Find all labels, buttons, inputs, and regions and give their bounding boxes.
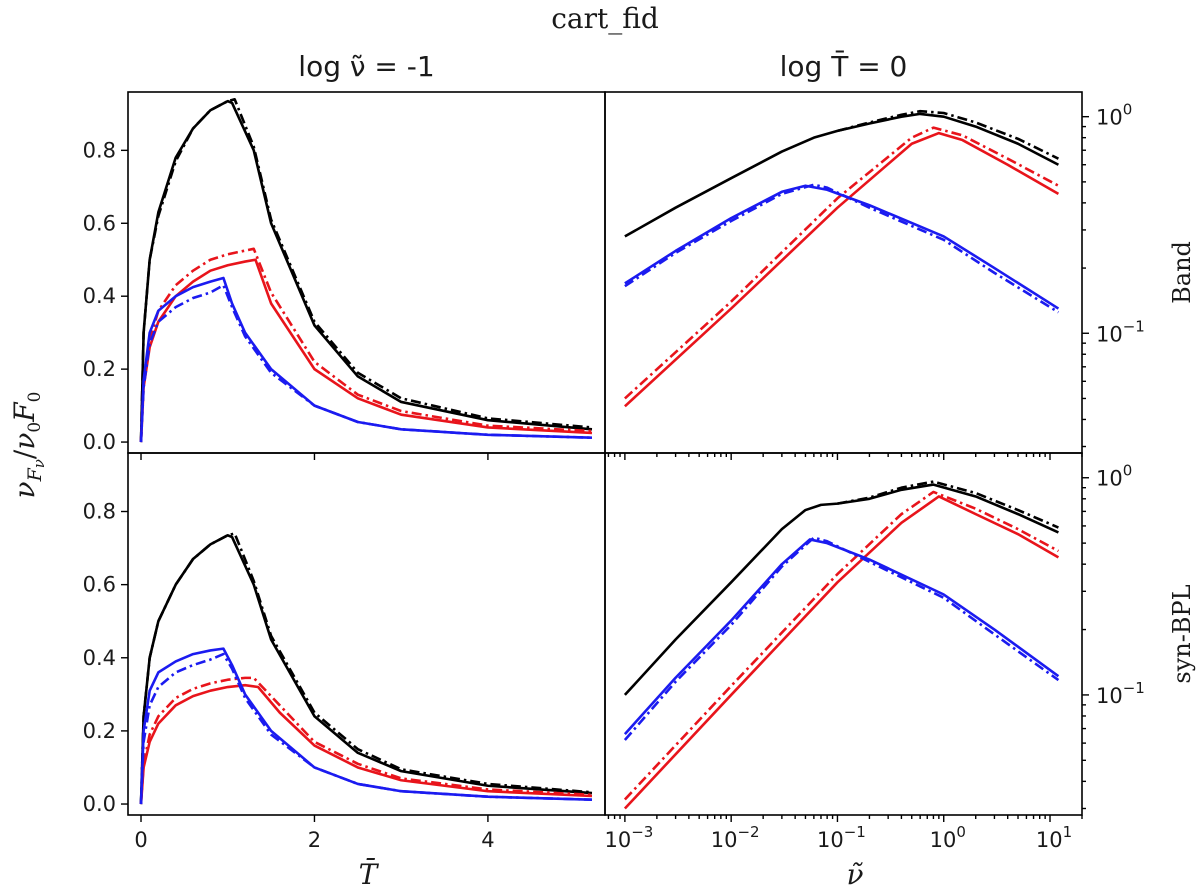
- panel-bottom-left: 0.0 0.2 0.4 0.6 0.8 0 2 4: [83, 452, 606, 852]
- series-red-solid: [139, 258, 593, 443]
- y-tick-label: 100: [1096, 462, 1132, 491]
- y-tick-label: 0.4: [83, 646, 116, 670]
- y-axis-label: νFν/ν0F0: [8, 392, 48, 499]
- panel-title: log ν̃ = -1: [298, 50, 434, 83]
- x-tick-label: 2: [308, 828, 321, 852]
- panel-frame: [127, 452, 606, 816]
- series-blue-solid: [139, 647, 593, 805]
- row-label: syn-BPL: [1168, 584, 1196, 683]
- series-blue-dashdot: [139, 652, 593, 805]
- series-black-dashdot: [837, 109, 1059, 160]
- series-blue-dashdot: [139, 283, 593, 443]
- y-tick-label: 0.6: [83, 573, 116, 597]
- row-label: Band: [1168, 241, 1196, 304]
- y-tick-label: 0.8: [83, 500, 116, 524]
- series-blue-solid: [623, 538, 1060, 735]
- x-tick-label: 101: [1036, 823, 1072, 852]
- x-tick-label: 100: [930, 823, 966, 852]
- series-red-solid: [623, 495, 1060, 810]
- series-blue-solid: [139, 276, 593, 443]
- series-red-solid: [139, 683, 593, 805]
- x-tick-label: 4: [481, 828, 494, 852]
- y-tick-label: 0.0: [83, 792, 116, 816]
- series-blue-solid: [624, 184, 1060, 310]
- series-black-solid: [139, 533, 593, 805]
- x-tick-label: 10−1: [817, 823, 866, 852]
- panel-top-right: 10−1 100 log T̄ = 0 Band: [604, 49, 1196, 460]
- panel-frame: [604, 91, 1083, 454]
- series-blue-dashdot: [623, 536, 1060, 741]
- panel-title: log T̄ = 0: [780, 49, 908, 83]
- figure-title: cart_fid: [551, 2, 659, 35]
- x-axis-label-right: ν̃: [846, 858, 863, 890]
- series-red-dashdot: [624, 126, 1060, 400]
- panel-top-left: 0.0 0.2 0.4 0.6 0.8 log ν̃ = -1: [83, 50, 606, 460]
- series-red-solid: [624, 131, 1060, 408]
- x-axis-label-left: T̄: [359, 857, 380, 890]
- y-tick-label: 0.0: [83, 430, 116, 454]
- series-red-dashdot: [623, 490, 1060, 801]
- y-tick-label: 10−1: [1096, 317, 1145, 346]
- y-tick-label: 0.8: [83, 138, 116, 162]
- y-tick-label: 0.4: [83, 284, 116, 308]
- y-tick-label: 0.6: [83, 211, 116, 235]
- x-tick-label: 0: [134, 828, 147, 852]
- series-black-dashdot: [837, 480, 1059, 529]
- y-tick-label: 0.2: [83, 719, 116, 743]
- x-tick-label: 10−2: [711, 823, 760, 852]
- series-black-solid: [624, 112, 1060, 238]
- y-tick-label: 0.2: [83, 357, 116, 381]
- panel-frame: [604, 452, 1083, 816]
- series-red-dashdot: [139, 247, 593, 443]
- series-black-dashdot: [139, 532, 593, 805]
- y-tick-label: 10−1: [1096, 679, 1145, 708]
- x-tick-label: 10−3: [604, 823, 653, 852]
- y-tick-label: 100: [1096, 101, 1132, 130]
- series-black-dashdot: [139, 97, 593, 443]
- panel-bottom-right: 10−1 100 10−3 10−2 10−1 100 101 syn-BPL: [604, 452, 1196, 852]
